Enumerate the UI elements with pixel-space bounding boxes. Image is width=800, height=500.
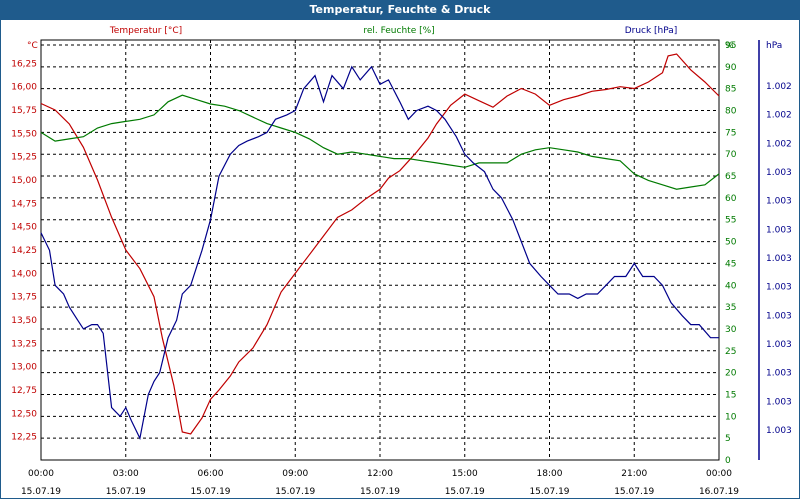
humidity-tick-label: 85 [725,85,736,95]
temperature-tick-label: 14,25 [11,246,37,256]
humidity-tick-label: 50 [725,238,737,248]
pressure-tick-label: 1.002 [766,139,792,149]
humidity-tick-label: 15 [725,390,736,400]
temperature-tick-label: 15,00 [11,176,37,186]
humidity-tick-label: 35 [725,303,736,313]
temperature-tick-label: 15,75 [11,106,37,116]
humidity-tick-label: 20 [725,369,737,379]
x-tick-date: 15.07.19 [529,487,569,497]
temperature-tick-label: 13,50 [11,316,37,326]
pressure-tick-label: 1.003 [766,197,792,207]
x-tick-date: 15.07.19 [275,487,315,497]
humidity-tick-label: 70 [725,150,737,160]
series-label-temperature: Temperatur [°C] [109,26,182,36]
x-tick-time: 15:00 [452,469,478,479]
pressure-tick-label: 1.003 [766,168,792,178]
x-tick-date: 15.07.19 [360,487,400,497]
pressure-tick-label: 1.003 [766,340,792,350]
pressure-tick-label: 1.003 [766,311,792,321]
pressure-tick-label: 1.003 [766,397,792,407]
humidity-tick-label: 80 [725,107,737,117]
temperature-tick-label: 13,75 [11,293,37,303]
pressure-unit: hPa [766,41,782,51]
x-tick-time: 00:00 [706,469,732,479]
chart-title: Temperatur, Feuchte & Druck [0,0,800,20]
pressure-tick-label: 1.003 [766,225,792,235]
humidity-tick-label: 95 [725,41,736,51]
temperature-tick-label: 13,00 [11,363,37,373]
x-tick-date: 15.07.19 [190,487,230,497]
x-tick-date: 15.07.19 [445,487,485,497]
humidity-tick-label: 10 [725,412,737,422]
pressure-tick-label: 1.002 [766,82,792,92]
humidity-tick-label: 65 [725,172,736,182]
pressure-tick-label: 1.003 [766,369,792,379]
temperature-tick-label: 15,50 [11,129,37,139]
humidity-tick-label: 45 [725,259,736,269]
temperature-tick-label: 12,25 [11,433,37,443]
humidity-tick-label: 25 [725,347,736,357]
humidity-tick-label: 30 [725,325,737,335]
pressure-line [40,65,719,441]
temperature-tick-label: 16,00 [11,83,37,93]
series-label-humidity: rel. Feuchte [%] [363,26,434,36]
humidity-tick-label: 55 [725,216,736,226]
humidity-tick-label: 60 [725,194,737,204]
x-tick-time: 21:00 [621,469,647,479]
temperature-tick-label: 14,50 [11,223,37,233]
x-tick-time: 12:00 [367,469,393,479]
x-tick-time: 00:00 [28,469,54,479]
x-tick-time: 03:00 [113,469,139,479]
temperature-tick-label: 12,75 [11,386,37,396]
temperature-tick-label: 16,25 [11,59,37,69]
x-tick-date: 15.07.19 [614,487,654,497]
humidity-tick-label: 0 [725,456,731,466]
pressure-tick-label: 1.003 [766,426,792,436]
series-label-pressure: Druck [hPa] [625,26,678,36]
humidity-tick-label: 90 [725,63,737,73]
humidity-line [40,94,720,190]
temperature-tick-label: 14,75 [11,199,37,209]
x-tick-time: 18:00 [537,469,563,479]
x-tick-date: 15.07.19 [106,487,146,497]
pressure-tick-label: 1.003 [766,283,792,293]
temperature-tick-label: 12,50 [11,409,37,419]
pressure-tick-label: 1.003 [766,254,792,264]
x-tick-time: 09:00 [282,469,308,479]
humidity-tick-label: 75 [725,128,736,138]
x-tick-date: 15.07.19 [21,487,61,497]
temperature-unit: °C [27,41,38,51]
x-tick-date: 16.07.19 [699,487,739,497]
temperature-tick-label: 13,25 [11,339,37,349]
temperature-line [40,53,720,435]
chart-frame: 00:00 15.07.19 03:00 15.07.19 06:00 15.07.19 0… [0,20,800,499]
humidity-tick-label: 5 [725,434,731,444]
humidity-tick-label: 40 [725,281,737,291]
chart-canvas: 00:00 15.07.19 03:00 15.07.19 06:00 15.07.19 0… [11,26,792,497]
pressure-tick-label: 1.002 [766,111,792,121]
temperature-tick-label: 14,00 [11,269,37,279]
temperature-tick-label: 15,25 [11,153,37,163]
humidity-unit: % [725,41,734,51]
x-tick-time: 06:00 [198,469,224,479]
